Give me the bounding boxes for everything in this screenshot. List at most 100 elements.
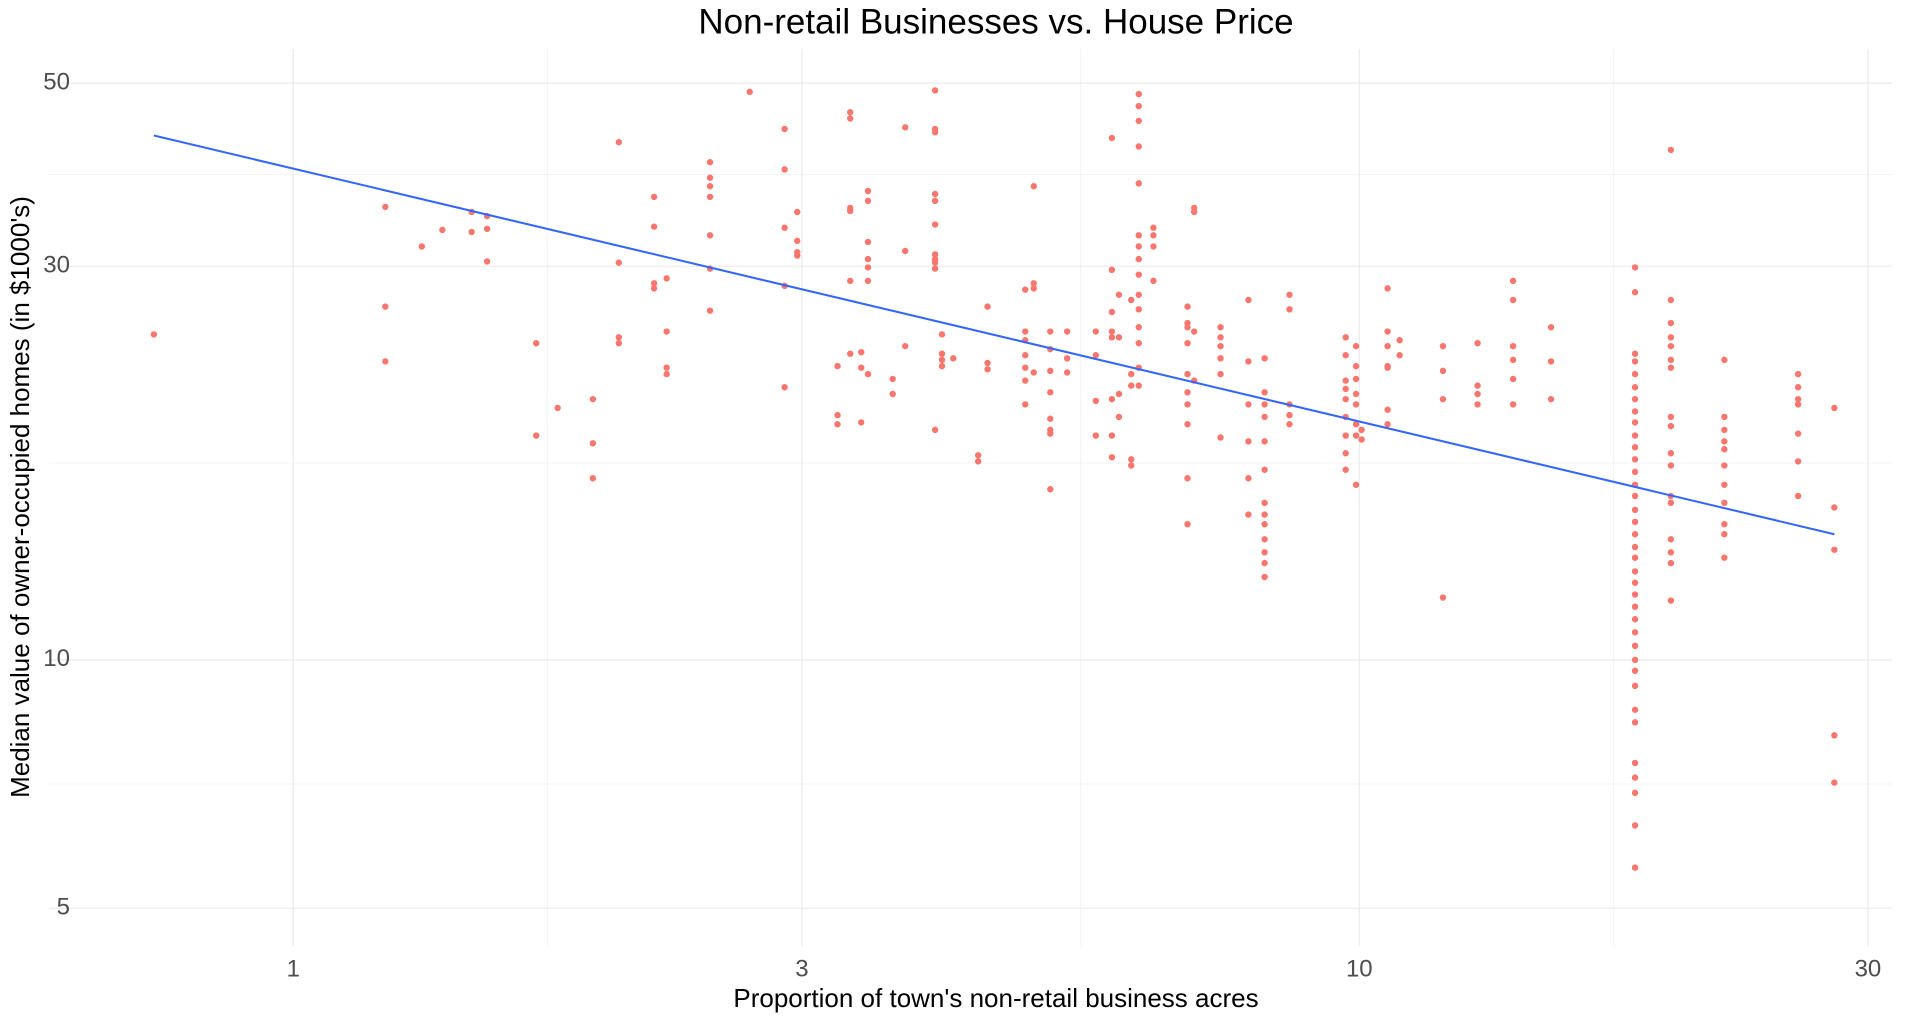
point: [847, 207, 854, 215]
point: [1342, 352, 1349, 359]
point: [1022, 364, 1029, 371]
point: [1631, 864, 1639, 871]
point: [1384, 342, 1391, 350]
point: [1108, 395, 1116, 403]
point: [1831, 546, 1838, 553]
point: [1108, 308, 1116, 316]
point: [483, 225, 491, 233]
point: [1631, 395, 1639, 403]
point: [1474, 339, 1481, 347]
point: [1667, 450, 1675, 457]
point: [1150, 277, 1157, 285]
point: [615, 339, 622, 347]
point: [1261, 438, 1268, 445]
point: [1190, 208, 1198, 216]
point: [650, 280, 658, 287]
point: [1509, 356, 1517, 364]
point: [650, 223, 658, 230]
point: [1631, 518, 1639, 526]
point: [1439, 395, 1447, 403]
point: [1108, 328, 1116, 335]
point: [1150, 224, 1157, 231]
point: [1128, 296, 1135, 304]
point: [1092, 352, 1100, 359]
point: [706, 159, 714, 166]
point: [847, 277, 854, 285]
point: [1631, 531, 1639, 538]
point: [1631, 492, 1639, 500]
point: [1352, 375, 1360, 383]
point: [1667, 413, 1675, 421]
point: [1063, 355, 1071, 362]
y-tick-label: 5: [57, 894, 70, 921]
point: [1384, 406, 1391, 413]
point: [1721, 426, 1728, 434]
point: [1115, 390, 1123, 398]
point: [1217, 342, 1224, 350]
y-axis-title: Median value of owner-occupied homes (in…: [5, 196, 35, 798]
point: [781, 125, 788, 133]
point: [1108, 454, 1116, 461]
point: [1631, 667, 1639, 674]
point: [1384, 285, 1391, 292]
point: [1245, 438, 1252, 445]
point: [1631, 682, 1639, 690]
point: [589, 395, 597, 403]
point: [931, 426, 939, 434]
point: [1352, 421, 1360, 428]
point: [1245, 475, 1252, 482]
point: [1667, 364, 1675, 371]
point: [1352, 362, 1360, 370]
point: [1261, 355, 1268, 362]
point: [931, 87, 939, 94]
point: [1384, 328, 1391, 335]
point: [706, 174, 714, 181]
point: [1631, 289, 1639, 296]
point: [1794, 384, 1802, 391]
point: [1184, 421, 1191, 428]
plot-area: [150, 87, 1838, 871]
point: [382, 203, 389, 211]
point: [1261, 389, 1268, 396]
point: [1022, 328, 1029, 335]
point: [1721, 531, 1728, 538]
point: [1509, 296, 1517, 304]
point: [1667, 536, 1675, 543]
point: [834, 362, 841, 370]
point: [1261, 573, 1268, 581]
point: [1092, 397, 1100, 405]
point: [650, 193, 658, 201]
point: [974, 458, 982, 465]
point: [1396, 337, 1403, 344]
point: [889, 375, 896, 383]
point: [1342, 432, 1349, 439]
point: [938, 356, 946, 364]
point: [864, 238, 872, 246]
point: [931, 190, 939, 198]
point: [902, 247, 909, 255]
point: [1190, 328, 1198, 335]
point: [834, 421, 841, 428]
point: [1509, 277, 1517, 285]
point: [1135, 306, 1142, 313]
point: [1667, 342, 1675, 350]
point: [706, 183, 714, 190]
point: [1794, 395, 1802, 403]
point: [150, 331, 158, 338]
point: [1217, 370, 1224, 378]
point: [1342, 377, 1349, 384]
point: [663, 370, 670, 378]
point: [1217, 434, 1224, 441]
point: [1631, 789, 1639, 797]
point: [533, 432, 540, 439]
point: [931, 197, 939, 205]
point: [1794, 492, 1802, 500]
point: [938, 362, 946, 370]
point: [1342, 334, 1349, 341]
point: [1631, 456, 1639, 463]
point: [1286, 411, 1293, 419]
point: [794, 237, 801, 245]
point: [847, 350, 854, 357]
point: [1667, 296, 1675, 304]
point: [1384, 364, 1391, 371]
